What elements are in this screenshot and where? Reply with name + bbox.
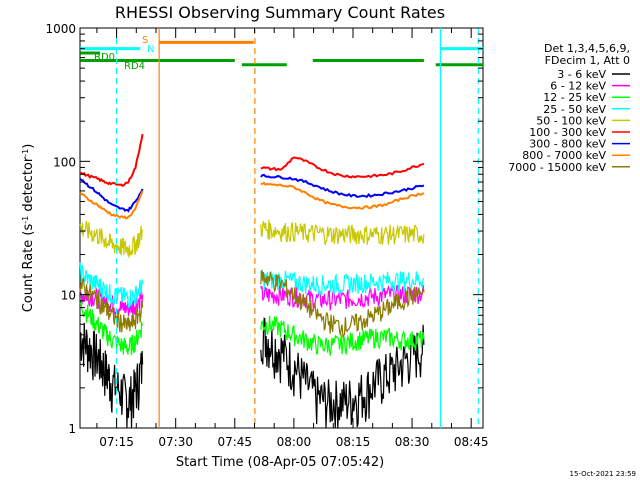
- y-axis-label-sup2: -1: [21, 149, 30, 157]
- x-tick-label-07-15: 07:15: [99, 435, 134, 449]
- y-tick-label-1000: 1000: [45, 22, 76, 36]
- legend-label-12-25-kev: 12 - 25 keV: [543, 91, 606, 104]
- x-tick-label-08-45: 08:45: [454, 435, 489, 449]
- legend-header-line-1: Det 1,3,4,5,6,9,: [544, 42, 630, 55]
- y-axis-ticks: 1 10 100 1000: [45, 22, 483, 436]
- plot-area: RD0 RD4 SN 1 10 100 1000 07:15 07:30 07:45 08:00…: [45, 22, 488, 449]
- flag-label-s: S: [142, 35, 148, 46]
- x-axis-label: Start Time (08-Apr-05 07:05:42): [176, 455, 384, 470]
- series-line-6-12-kev-1: [260, 284, 425, 311]
- series-line-50-100-kev-0: [79, 220, 144, 258]
- legend-header-line-2: FDecim 1, Att 0: [545, 54, 630, 67]
- legend-label-800-7000-kev: 800 - 7000 keV: [522, 149, 606, 162]
- legend-label-6-12-kev: 6 - 12 keV: [550, 80, 606, 93]
- series-layer: [79, 133, 425, 429]
- y-tick-label-10: 10: [61, 289, 76, 303]
- x-tick-label-08-15: 08:15: [336, 435, 371, 449]
- x-axis-ticks: 07:15 07:30 07:45 08:00 08:15 08:30 08:45: [96, 28, 489, 449]
- series-line-800-7000-kev-0: [79, 190, 144, 220]
- legend-label-300-800-kev: 300 - 800 keV: [529, 138, 606, 151]
- y-axis-label: Count Rate (s-1 detector-1): [21, 144, 37, 313]
- legend-label-7000-15000-kev: 7000 - 15000 keV: [508, 161, 606, 174]
- series-line-7000-15000-kev-1: [260, 269, 425, 339]
- series-line-25-50-kev-1: [260, 270, 425, 297]
- flag-layer: RD0 RD4 SN: [80, 35, 483, 72]
- plot-frame: [79, 27, 484, 429]
- footer-timestamp: 15-Oct-2021 23:59: [570, 470, 636, 478]
- x-tick-label-08-00: 08:00: [277, 435, 312, 449]
- series-line-12-25-kev-1: [260, 315, 425, 356]
- flag-label-rd4: RD4: [124, 61, 145, 72]
- series-line-800-7000-kev-1: [260, 181, 425, 210]
- legend-label-100-300-kev: 100 - 300 keV: [529, 126, 606, 139]
- legend-label-3-6-kev: 3 - 6 keV: [557, 68, 606, 81]
- series-line-100-300-kev-1: [260, 156, 425, 179]
- series-line-300-800-kev-1: [260, 173, 425, 198]
- legend: Det 1,3,4,5,6,9, FDecim 1, Att 0 3 - 6 k…: [508, 42, 630, 174]
- legend-label-25-50-kev: 25 - 50 keV: [543, 103, 606, 116]
- x-tick-label-07-45: 07:45: [217, 435, 252, 449]
- flag-label-rd0: RD0: [94, 52, 115, 63]
- series-line-3-6-kev-0: [79, 322, 144, 429]
- series-line-25-50-kev-0: [79, 262, 144, 310]
- chart-title: RHESSI Observing Summary Count Rates: [115, 3, 445, 22]
- series-line-7000-15000-kev-0: [79, 278, 144, 333]
- y-tick-label-100: 100: [53, 155, 76, 169]
- series-line-100-300-kev-0: [79, 133, 144, 187]
- x-tick-label-08-30: 08:30: [395, 435, 430, 449]
- series-line-300-800-kev-0: [79, 178, 144, 213]
- y-axis-label-main: Count Rate (s: [21, 224, 36, 313]
- legend-label-50-100-kev: 50 - 100 keV: [536, 114, 606, 127]
- series-line-50-100-kev-1: [260, 219, 425, 245]
- y-axis-label-sup1: -1: [21, 216, 30, 224]
- flag-label-n: N: [147, 44, 154, 55]
- series-line-3-6-kev-1: [260, 317, 425, 429]
- x-tick-label-07-30: 07:30: [158, 435, 193, 449]
- y-axis-label-mid: detector: [21, 156, 36, 216]
- series-line-12-25-kev-0: [79, 300, 144, 356]
- y-axis-label-end: ): [21, 144, 36, 149]
- vline-layer: [115, 28, 479, 428]
- y-tick-label-1: 1: [68, 422, 76, 436]
